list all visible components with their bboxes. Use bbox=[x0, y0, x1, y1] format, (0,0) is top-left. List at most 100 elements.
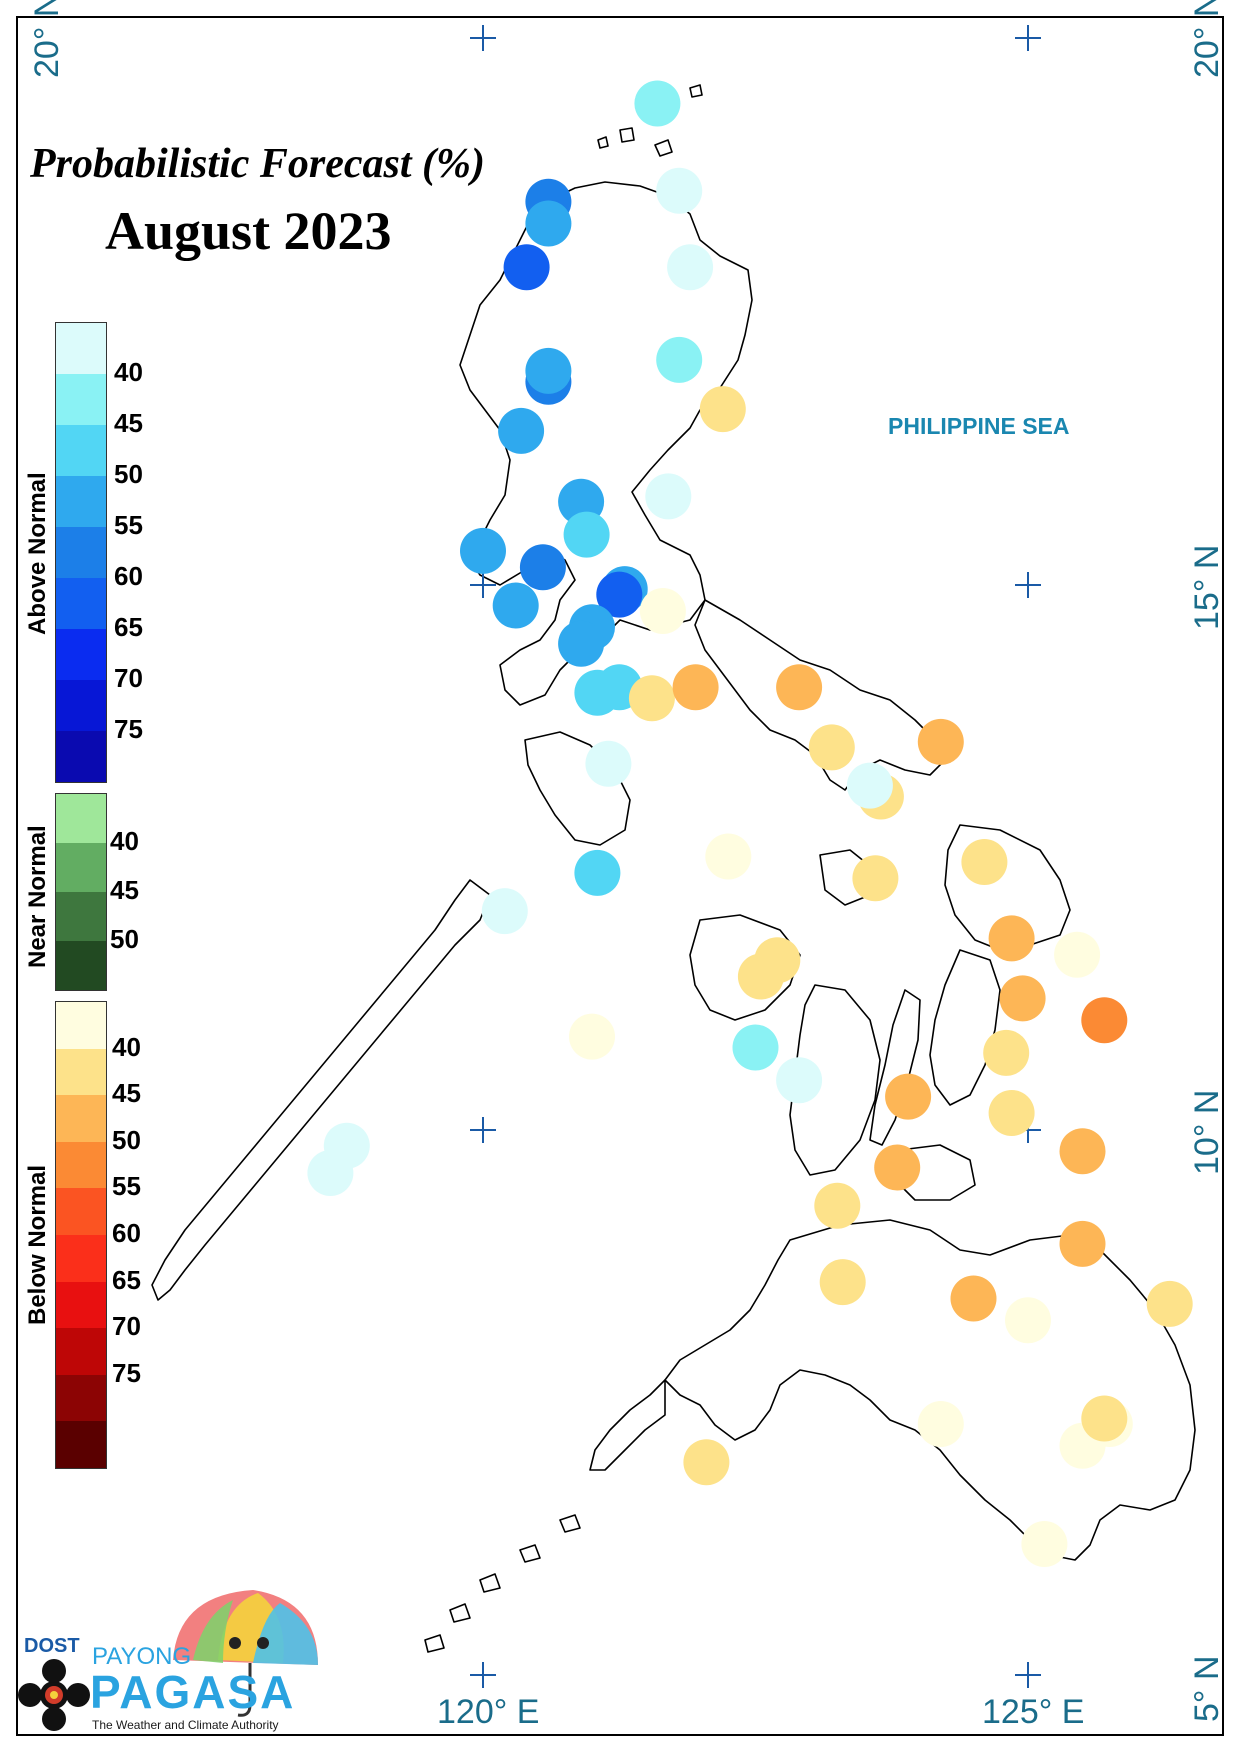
station-marker-below bbox=[885, 1073, 932, 1120]
station-marker-above bbox=[574, 669, 621, 716]
legend-below-tick: 60 bbox=[112, 1218, 141, 1248]
station-marker-below bbox=[819, 1259, 866, 1306]
station-marker-below bbox=[1059, 1220, 1106, 1267]
station-marker-above bbox=[776, 1057, 823, 1104]
legend-near-normal-label: Near Normal bbox=[24, 825, 51, 968]
station-marker-below bbox=[1005, 1297, 1051, 1344]
legend-above-tick: 65 bbox=[114, 612, 143, 642]
legend-below-swatch bbox=[56, 1281, 106, 1329]
station-marker-above bbox=[656, 167, 703, 214]
map-subtitle: August 2023 bbox=[105, 201, 392, 261]
station-marker-above bbox=[492, 582, 539, 629]
station-marker-below bbox=[672, 664, 719, 711]
station-marker-below bbox=[988, 1090, 1035, 1136]
legend-below-tick: 50 bbox=[112, 1124, 141, 1155]
legend-below-swatch bbox=[56, 1095, 106, 1142]
legend-above-swatch bbox=[56, 731, 106, 782]
leyte-outline bbox=[929, 949, 1001, 1106]
station-marker-above bbox=[481, 888, 528, 935]
map-frame bbox=[16, 16, 1224, 1736]
legend-above-normal-label: Above Normal bbox=[24, 472, 51, 635]
map-title: Probabilistic Forecast (%) bbox=[30, 141, 485, 187]
legend-below-tick: 45 bbox=[112, 1078, 141, 1109]
legend-above-tick: 45 bbox=[114, 408, 143, 438]
station-marker-below bbox=[1054, 931, 1101, 978]
station-marker-above bbox=[525, 200, 572, 247]
station-marker-above bbox=[846, 762, 893, 809]
legend-below-swatch bbox=[56, 1048, 106, 1096]
legend-below-swatch bbox=[56, 1234, 106, 1282]
legend-below-swatch bbox=[56, 1188, 106, 1235]
legend-near-normal-bar bbox=[55, 793, 107, 991]
legend-below-tick: 65 bbox=[112, 1264, 141, 1295]
station-marker-above bbox=[558, 620, 605, 667]
station-marker-below bbox=[917, 1401, 964, 1447]
lat-label-10-right: 10° N bbox=[1188, 1089, 1226, 1175]
station-marker-below bbox=[814, 1182, 861, 1229]
legend-below-tick: 75 bbox=[112, 1357, 141, 1388]
legend-below-swatch bbox=[56, 1421, 106, 1468]
station-marker-above bbox=[656, 336, 703, 383]
lon-label-125: 125° E bbox=[982, 1693, 1085, 1731]
legend-above-tick: 60 bbox=[114, 561, 143, 591]
legend-below-normal-bar bbox=[55, 1001, 107, 1469]
station-marker-below bbox=[683, 1439, 730, 1486]
station-marker-below bbox=[639, 588, 686, 634]
legend-above-tick: 50 bbox=[114, 459, 143, 489]
mindoro-outline bbox=[524, 731, 631, 846]
station-marker-below bbox=[1081, 997, 1128, 1044]
logo-tagline: The Weather and Climate Authority bbox=[92, 1718, 279, 1732]
station-marker-above bbox=[525, 347, 572, 394]
legend-above-normal-bar bbox=[55, 322, 107, 783]
legend-above-tick: 75 bbox=[114, 714, 143, 744]
legend-near-tick: 45 bbox=[110, 875, 139, 905]
legend-below-normal-label: Below Normal bbox=[24, 1164, 51, 1325]
sulu-islands bbox=[424, 1514, 581, 1653]
lon-label-120: 120° E bbox=[437, 1693, 540, 1731]
station-marker-below bbox=[1021, 1521, 1068, 1567]
station-marker-above bbox=[634, 80, 681, 127]
station-markers bbox=[307, 80, 1193, 1567]
legend-above-tick: 55 bbox=[114, 510, 143, 540]
station-marker-below bbox=[1059, 1128, 1106, 1175]
station-marker-above bbox=[645, 473, 692, 520]
legend-above-swatch bbox=[56, 527, 106, 578]
station-marker-below bbox=[737, 953, 784, 1000]
bicol-outline bbox=[694, 599, 946, 791]
zamboanga-outline bbox=[589, 1379, 666, 1471]
legend-near-tick: 40 bbox=[110, 826, 139, 856]
legend-above-tick: 40 bbox=[114, 357, 143, 387]
station-marker-above bbox=[667, 244, 714, 291]
station-marker-below bbox=[808, 724, 855, 771]
station-marker-above bbox=[563, 511, 610, 558]
panay-outline bbox=[689, 914, 801, 1021]
station-marker-below bbox=[874, 1144, 921, 1191]
legend-below-swatch bbox=[56, 1002, 106, 1049]
northern-islets bbox=[597, 84, 703, 157]
station-marker-above bbox=[498, 407, 545, 454]
legend-below-swatch bbox=[56, 1374, 106, 1422]
cebu-outline bbox=[869, 989, 921, 1146]
legend-below-swatch bbox=[56, 1141, 106, 1189]
pagasa-logo: DOST PAYONG PAGASA The Weather and Clima… bbox=[18, 1585, 318, 1735]
legend-above-swatch bbox=[56, 476, 106, 527]
station-marker-above bbox=[732, 1024, 779, 1071]
station-marker-below bbox=[628, 675, 675, 722]
legend-near-swatch bbox=[56, 843, 106, 892]
lat-label-15-right: 15° N bbox=[1188, 544, 1226, 630]
station-marker-above bbox=[519, 544, 566, 591]
station-marker-below bbox=[1081, 1395, 1128, 1442]
station-marker-below bbox=[950, 1275, 997, 1322]
station-marker-above bbox=[460, 527, 506, 574]
legend-above-swatch bbox=[56, 578, 106, 629]
station-marker-below bbox=[961, 839, 1008, 885]
negros-outline bbox=[789, 984, 881, 1176]
legend-near-tick: 50 bbox=[110, 924, 139, 954]
station-marker-below bbox=[852, 855, 899, 902]
legend-below-tick: 55 bbox=[112, 1171, 141, 1202]
station-marker-below bbox=[569, 1013, 615, 1060]
station-marker-above bbox=[503, 244, 550, 291]
station-marker-below bbox=[705, 833, 752, 880]
legend-above-tick: 70 bbox=[114, 663, 143, 693]
